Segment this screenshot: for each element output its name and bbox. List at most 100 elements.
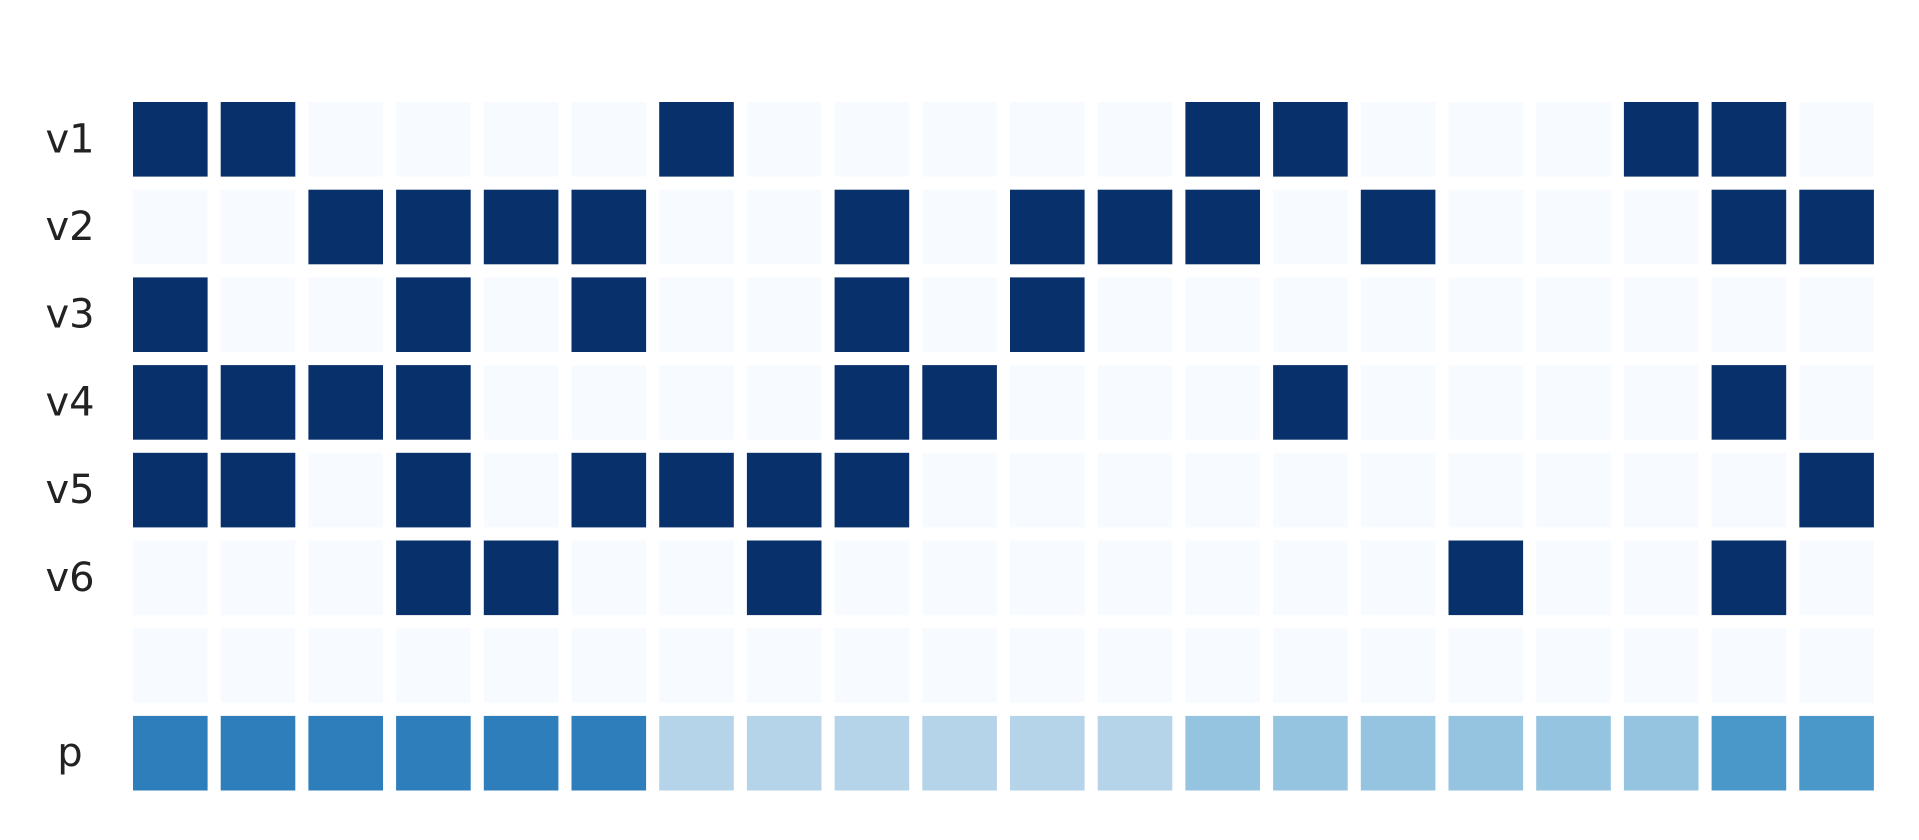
heatmap-cell xyxy=(308,277,383,352)
heatmap-cell xyxy=(746,452,822,528)
heatmap-cell xyxy=(133,628,208,703)
heatmap-cell xyxy=(834,277,910,352)
heatmap-cell xyxy=(1623,452,1699,528)
heatmap-cell xyxy=(834,365,910,440)
heatmap-cell xyxy=(1097,452,1173,528)
heatmap-cell xyxy=(1273,540,1348,616)
heatmap-cell xyxy=(571,189,647,265)
heatmap-cell xyxy=(922,628,997,703)
heatmap-cell xyxy=(1799,452,1874,528)
heatmap-cell xyxy=(1273,365,1348,440)
heatmap-cell xyxy=(1360,102,1436,177)
heatmap-cell xyxy=(1010,189,1085,265)
heatmap-cell xyxy=(396,628,471,703)
heatmap-cell xyxy=(571,102,647,177)
heatmap-cell xyxy=(1711,715,1787,791)
heatmap-cell xyxy=(1799,277,1874,352)
heatmap-cell xyxy=(1360,628,1436,703)
heatmap-cell xyxy=(1097,365,1173,440)
heatmap-cell xyxy=(133,715,208,791)
heatmap-cell xyxy=(1448,365,1524,440)
heatmap-cell xyxy=(1623,715,1699,791)
heatmap-cell xyxy=(1273,628,1348,703)
heatmap-cell xyxy=(659,189,734,265)
heatmap-cell xyxy=(1711,102,1787,177)
heatmap-cells xyxy=(133,102,1874,791)
heatmap-cell xyxy=(483,102,559,177)
heatmap-cell xyxy=(746,365,822,440)
heatmap-cell xyxy=(1536,715,1611,791)
heatmap-cell xyxy=(922,189,997,265)
heatmap-cell xyxy=(1360,540,1436,616)
heatmap-cell xyxy=(1097,715,1173,791)
heatmap-cell xyxy=(1360,365,1436,440)
heatmap-cell xyxy=(1448,277,1524,352)
heatmap-cell xyxy=(1010,540,1085,616)
heatmap-cell xyxy=(483,189,559,265)
heatmap-cell xyxy=(220,102,296,177)
row-label: v1 xyxy=(45,116,94,162)
heatmap-cell xyxy=(1711,540,1787,616)
heatmap-cell xyxy=(220,189,296,265)
heatmap-cell xyxy=(396,365,471,440)
heatmap-cell xyxy=(1623,277,1699,352)
heatmap-cell xyxy=(133,189,208,265)
heatmap-cell xyxy=(1623,628,1699,703)
heatmap-cell xyxy=(1448,189,1524,265)
heatmap-cell xyxy=(1711,365,1787,440)
heatmap-cell xyxy=(571,452,647,528)
heatmap-cell xyxy=(220,452,296,528)
heatmap-cell xyxy=(1097,277,1173,352)
heatmap-cell xyxy=(1448,628,1524,703)
heatmap-cell xyxy=(1185,628,1260,703)
heatmap-cell xyxy=(1799,715,1874,791)
heatmap-cell xyxy=(659,540,734,616)
heatmap-cell xyxy=(1273,452,1348,528)
heatmap-cell xyxy=(659,365,734,440)
row-label: v4 xyxy=(45,379,94,425)
heatmap-cell xyxy=(1623,365,1699,440)
heatmap-cell xyxy=(1536,540,1611,616)
heatmap-cell xyxy=(1360,452,1436,528)
heatmap-cell xyxy=(133,277,208,352)
heatmap-cell xyxy=(1185,189,1260,265)
heatmap-cell xyxy=(922,365,997,440)
heatmap-cell xyxy=(1360,715,1436,791)
heatmap-cell xyxy=(1711,189,1787,265)
heatmap-cell xyxy=(1448,452,1524,528)
heatmap-cell xyxy=(571,540,647,616)
heatmap-cell xyxy=(220,628,296,703)
heatmap-cell xyxy=(1536,628,1611,703)
heatmap-cell xyxy=(746,102,822,177)
heatmap-cell xyxy=(396,540,471,616)
heatmap-cell xyxy=(133,365,208,440)
heatmap-cell xyxy=(308,540,383,616)
heatmap-cell xyxy=(396,715,471,791)
heatmap-cell xyxy=(922,452,997,528)
heatmap-cell xyxy=(834,189,910,265)
heatmap-cell xyxy=(922,540,997,616)
heatmap-cell xyxy=(746,540,822,616)
row-label: v2 xyxy=(45,204,94,250)
heatmap-cell xyxy=(308,102,383,177)
heatmap-cell xyxy=(1097,189,1173,265)
heatmap-cell xyxy=(1097,628,1173,703)
heatmap-cell xyxy=(133,540,208,616)
heatmap-cell xyxy=(1185,365,1260,440)
heatmap-cell xyxy=(834,540,910,616)
heatmap-cell xyxy=(571,628,647,703)
heatmap-cell xyxy=(1799,628,1874,703)
heatmap-cell xyxy=(659,715,734,791)
heatmap-cell xyxy=(1536,452,1611,528)
heatmap-cell xyxy=(220,540,296,616)
row-labels: v1 v2 v3 v4 v5 v6 p xyxy=(45,116,94,776)
heatmap-cell xyxy=(483,365,559,440)
heatmap-cell xyxy=(746,628,822,703)
heatmap-cell xyxy=(1799,540,1874,616)
heatmap-cell xyxy=(1448,715,1524,791)
heatmap-cell xyxy=(834,628,910,703)
heatmap-cell xyxy=(1185,540,1260,616)
heatmap-cell xyxy=(133,452,208,528)
heatmap-cell xyxy=(308,365,383,440)
heatmap-cell xyxy=(1711,277,1787,352)
